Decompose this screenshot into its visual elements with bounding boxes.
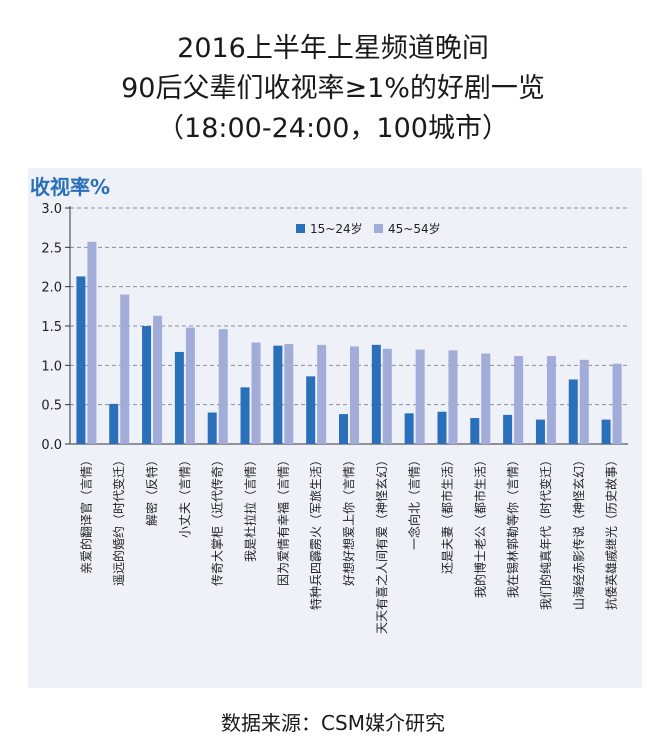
bar-45-54 (382, 348, 392, 444)
bar-45-54 (448, 350, 458, 444)
bar-45-54 (415, 349, 425, 444)
y-tick-label: 0.0 (41, 438, 62, 453)
bar-45-54 (514, 355, 524, 444)
bar-45-54 (481, 353, 491, 444)
bar-15-24 (273, 345, 283, 444)
x-category-label: 因为爱情有幸福（言情） (275, 454, 290, 586)
y-tick-label: 1.0 (41, 359, 62, 374)
x-category-label: 我们的纯真年代（时代变迁） (538, 454, 553, 610)
y-tick-label: 2.0 (41, 281, 62, 296)
bar-45-54 (153, 315, 163, 444)
y-tick-label: 3.0 (41, 202, 62, 217)
bar-15-24 (207, 412, 217, 444)
bar-45-54 (284, 344, 294, 444)
chart-title-line-3: （18:00-24:00，100城市） (157, 113, 509, 144)
bar-15-24 (371, 344, 381, 444)
bar-chart: 收视率% 0.0 0.5 1.0 1.5 2.0 2.5 3.0 亲爱的翻译官（言情） 遥远的婚约… (30, 175, 628, 634)
bar-15-24 (568, 379, 578, 444)
bar-45-54 (120, 294, 130, 444)
y-axis-title: 收视率% (30, 175, 110, 199)
y-tick-label: 2.5 (41, 241, 62, 256)
legend-label: 45~54岁 (388, 221, 441, 236)
x-category-label: 传奇大掌柜（近代传奇） (210, 454, 225, 586)
x-category-label: 一念向北（言情） (407, 454, 422, 550)
bar-45-54 (546, 355, 556, 444)
x-category-label: 遥远的婚约（时代变迁） (111, 454, 126, 586)
bar-45-54 (87, 241, 97, 444)
x-category-label: 我的博士老公（都市生活） (472, 454, 487, 598)
bar-45-54 (579, 359, 589, 444)
legend-swatch (374, 224, 383, 233)
y-tick-label: 1.5 (41, 320, 62, 335)
y-tick-label: 0.5 (41, 399, 62, 414)
bar-15-24 (109, 403, 119, 444)
x-category-label: 我是杜拉拉（言情） (243, 454, 258, 562)
x-category-label: 小丈夫（言情） (178, 454, 192, 538)
bar-15-24 (306, 376, 316, 444)
bar-15-24 (76, 276, 86, 444)
x-category-label: 亲爱的翻译官（言情） (78, 454, 93, 574)
bar-15-24 (142, 326, 152, 444)
bar-45-54 (218, 329, 228, 444)
x-category-label: 特种兵四霹雳火（军旅生活） (308, 454, 323, 610)
bar-15-24 (240, 387, 250, 444)
bar-15-24 (437, 411, 447, 444)
bar-15-24 (470, 418, 480, 444)
legend-swatch (296, 224, 305, 233)
x-category-label: 我在锡林郭勒等你（言情） (505, 454, 520, 598)
x-category-label: 山海经赤影传说（神怪玄幻） (571, 454, 586, 610)
bar-15-24 (339, 414, 348, 444)
chart-title-line-1: 2016上半年上星频道晚间 (177, 33, 489, 64)
x-category-label: 抗倭英雄戚继光（历史故事） (604, 454, 619, 610)
bar-45-54 (317, 344, 327, 444)
data-source-note: 数据来源：CSM媒介研究 (221, 711, 445, 735)
bar-45-54 (612, 363, 622, 444)
x-category-label: 解密（反特） (144, 454, 159, 526)
bar-15-24 (601, 419, 611, 444)
bar-15-24 (404, 413, 414, 444)
bar-15-24 (503, 414, 513, 444)
x-category-label: 好想好想爱上你（言情） (341, 454, 356, 586)
bar-15-24 (174, 351, 184, 444)
bar-15-24 (535, 419, 545, 444)
x-category-label: 还是夫妻（都市生活） (439, 454, 454, 574)
x-category-label: 天天有喜之人间有爱（神怪玄幻） (374, 454, 389, 634)
bar-45-54 (185, 327, 195, 444)
bar-45-54 (350, 346, 359, 444)
chart-panel: 收视率% 0.0 0.5 1.0 1.5 2.0 2.5 3.0 亲爱的翻译官（言情） 遥远的婚约… (28, 168, 642, 688)
chart-title-line-2: 90后父辈们收视率≥1%的好剧一览 (121, 73, 545, 104)
legend-label: 15~24岁 (310, 221, 363, 236)
bar-45-54 (251, 342, 261, 444)
